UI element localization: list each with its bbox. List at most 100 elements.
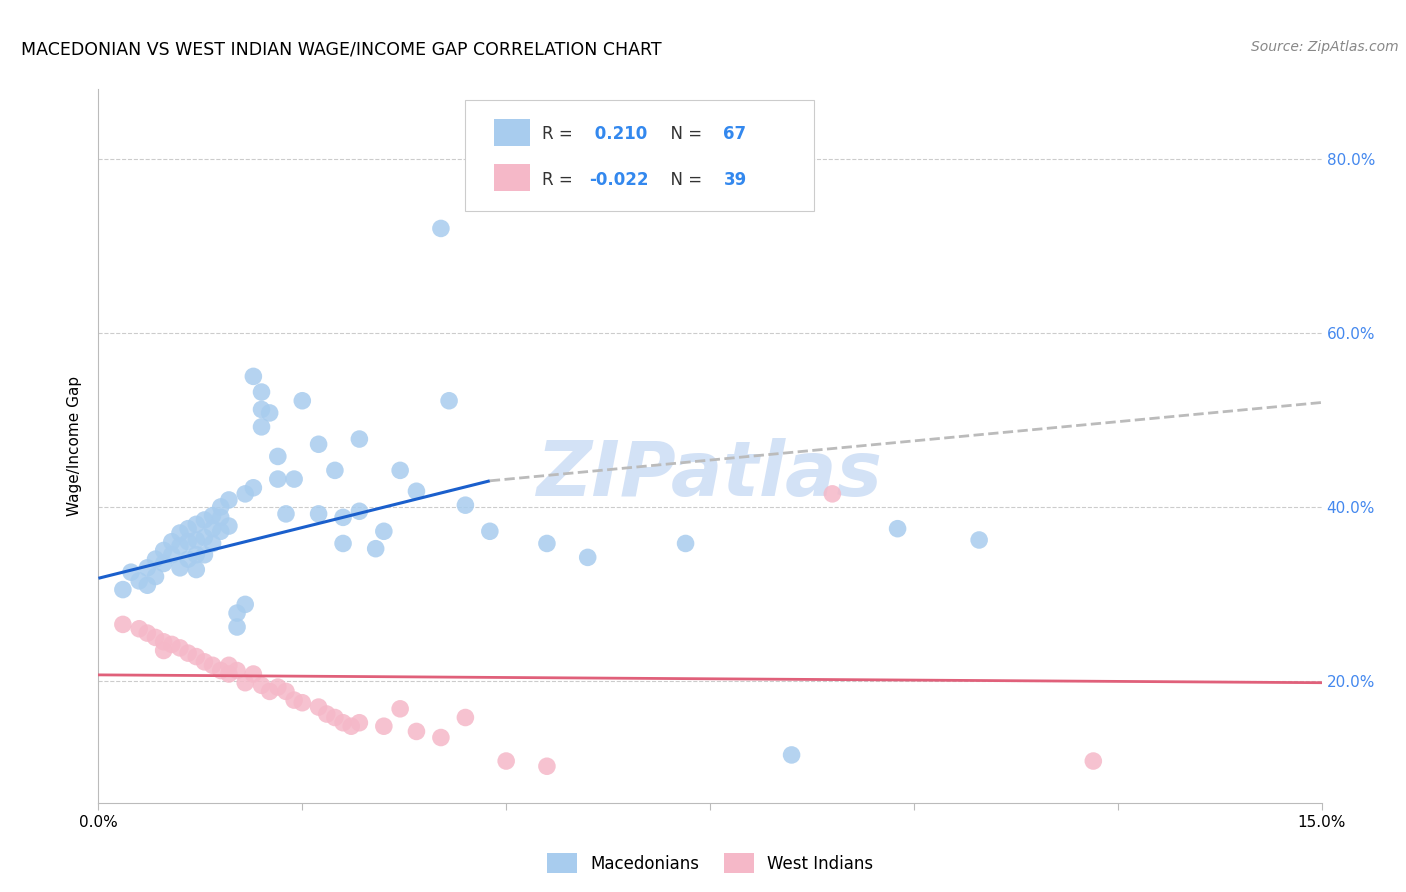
Point bbox=[233, 675, 256, 690]
Point bbox=[177, 534, 200, 549]
Point bbox=[274, 507, 297, 521]
Point bbox=[152, 635, 174, 649]
Point bbox=[160, 548, 183, 562]
Point bbox=[242, 481, 264, 495]
Point bbox=[389, 463, 412, 477]
Point bbox=[169, 526, 191, 541]
Point bbox=[675, 536, 697, 550]
Point bbox=[495, 754, 517, 768]
Text: MACEDONIAN VS WEST INDIAN WAGE/INCOME GAP CORRELATION CHART: MACEDONIAN VS WEST INDIAN WAGE/INCOME GA… bbox=[21, 40, 662, 58]
Point bbox=[430, 221, 453, 235]
Point bbox=[821, 487, 844, 501]
FancyBboxPatch shape bbox=[494, 164, 530, 191]
Point bbox=[136, 578, 159, 592]
Point bbox=[274, 684, 297, 698]
Point bbox=[291, 696, 314, 710]
Point bbox=[160, 637, 183, 651]
Point bbox=[454, 498, 477, 512]
Text: 39: 39 bbox=[724, 171, 747, 189]
Point bbox=[308, 507, 330, 521]
Point bbox=[186, 548, 208, 562]
Point bbox=[323, 710, 346, 724]
Point bbox=[250, 420, 273, 434]
Point bbox=[169, 561, 191, 575]
Point bbox=[886, 522, 908, 536]
Point bbox=[242, 667, 264, 681]
Point bbox=[364, 541, 387, 556]
Point bbox=[373, 524, 395, 539]
Text: ZIPatlas: ZIPatlas bbox=[537, 438, 883, 511]
Point bbox=[291, 393, 314, 408]
Point bbox=[209, 524, 232, 539]
Point bbox=[405, 484, 427, 499]
Point bbox=[233, 598, 256, 612]
Point bbox=[267, 680, 290, 694]
FancyBboxPatch shape bbox=[494, 120, 530, 146]
Point bbox=[152, 643, 174, 657]
Point bbox=[267, 450, 290, 464]
Text: R =: R = bbox=[543, 171, 578, 189]
Point bbox=[308, 700, 330, 714]
Point bbox=[152, 543, 174, 558]
Text: N =: N = bbox=[659, 171, 707, 189]
Point bbox=[536, 759, 558, 773]
Point bbox=[218, 519, 240, 533]
Point bbox=[128, 622, 150, 636]
Point bbox=[323, 463, 346, 477]
Point bbox=[177, 646, 200, 660]
Point bbox=[226, 606, 249, 620]
Point bbox=[201, 508, 224, 523]
Point bbox=[218, 658, 240, 673]
Point bbox=[201, 536, 224, 550]
Point bbox=[437, 393, 460, 408]
Point bbox=[308, 437, 330, 451]
Text: -0.022: -0.022 bbox=[589, 171, 648, 189]
Point bbox=[111, 582, 134, 597]
Point bbox=[186, 649, 208, 664]
Point bbox=[332, 715, 354, 730]
Point bbox=[177, 522, 200, 536]
Text: R =: R = bbox=[543, 125, 578, 143]
Point bbox=[160, 534, 183, 549]
Point bbox=[209, 664, 232, 678]
Point bbox=[454, 710, 477, 724]
Point bbox=[349, 715, 371, 730]
Point bbox=[218, 492, 240, 507]
Point bbox=[169, 640, 191, 655]
Point bbox=[340, 719, 363, 733]
Point bbox=[373, 719, 395, 733]
Point bbox=[193, 513, 215, 527]
Point bbox=[209, 500, 232, 514]
Point bbox=[1083, 754, 1105, 768]
Point bbox=[405, 724, 427, 739]
Point bbox=[332, 536, 354, 550]
Point bbox=[186, 563, 208, 577]
Text: 67: 67 bbox=[724, 125, 747, 143]
Point bbox=[186, 533, 208, 547]
Point bbox=[201, 658, 224, 673]
Point bbox=[111, 617, 134, 632]
Point bbox=[120, 565, 142, 579]
Point bbox=[169, 539, 191, 553]
Point bbox=[218, 667, 240, 681]
Point bbox=[177, 552, 200, 566]
Point bbox=[193, 655, 215, 669]
Point bbox=[259, 406, 281, 420]
Point bbox=[209, 510, 232, 524]
Point bbox=[967, 533, 990, 547]
Point bbox=[389, 702, 412, 716]
Point bbox=[128, 574, 150, 588]
Point bbox=[349, 504, 371, 518]
Legend: Macedonians, West Indians: Macedonians, West Indians bbox=[540, 847, 880, 880]
Point bbox=[536, 536, 558, 550]
Point bbox=[250, 402, 273, 417]
Point bbox=[283, 472, 305, 486]
Point bbox=[145, 569, 167, 583]
Point bbox=[152, 557, 174, 571]
Point bbox=[283, 693, 305, 707]
Point bbox=[259, 684, 281, 698]
Text: N =: N = bbox=[659, 125, 707, 143]
Point bbox=[193, 530, 215, 544]
Point bbox=[242, 369, 264, 384]
Point bbox=[145, 631, 167, 645]
